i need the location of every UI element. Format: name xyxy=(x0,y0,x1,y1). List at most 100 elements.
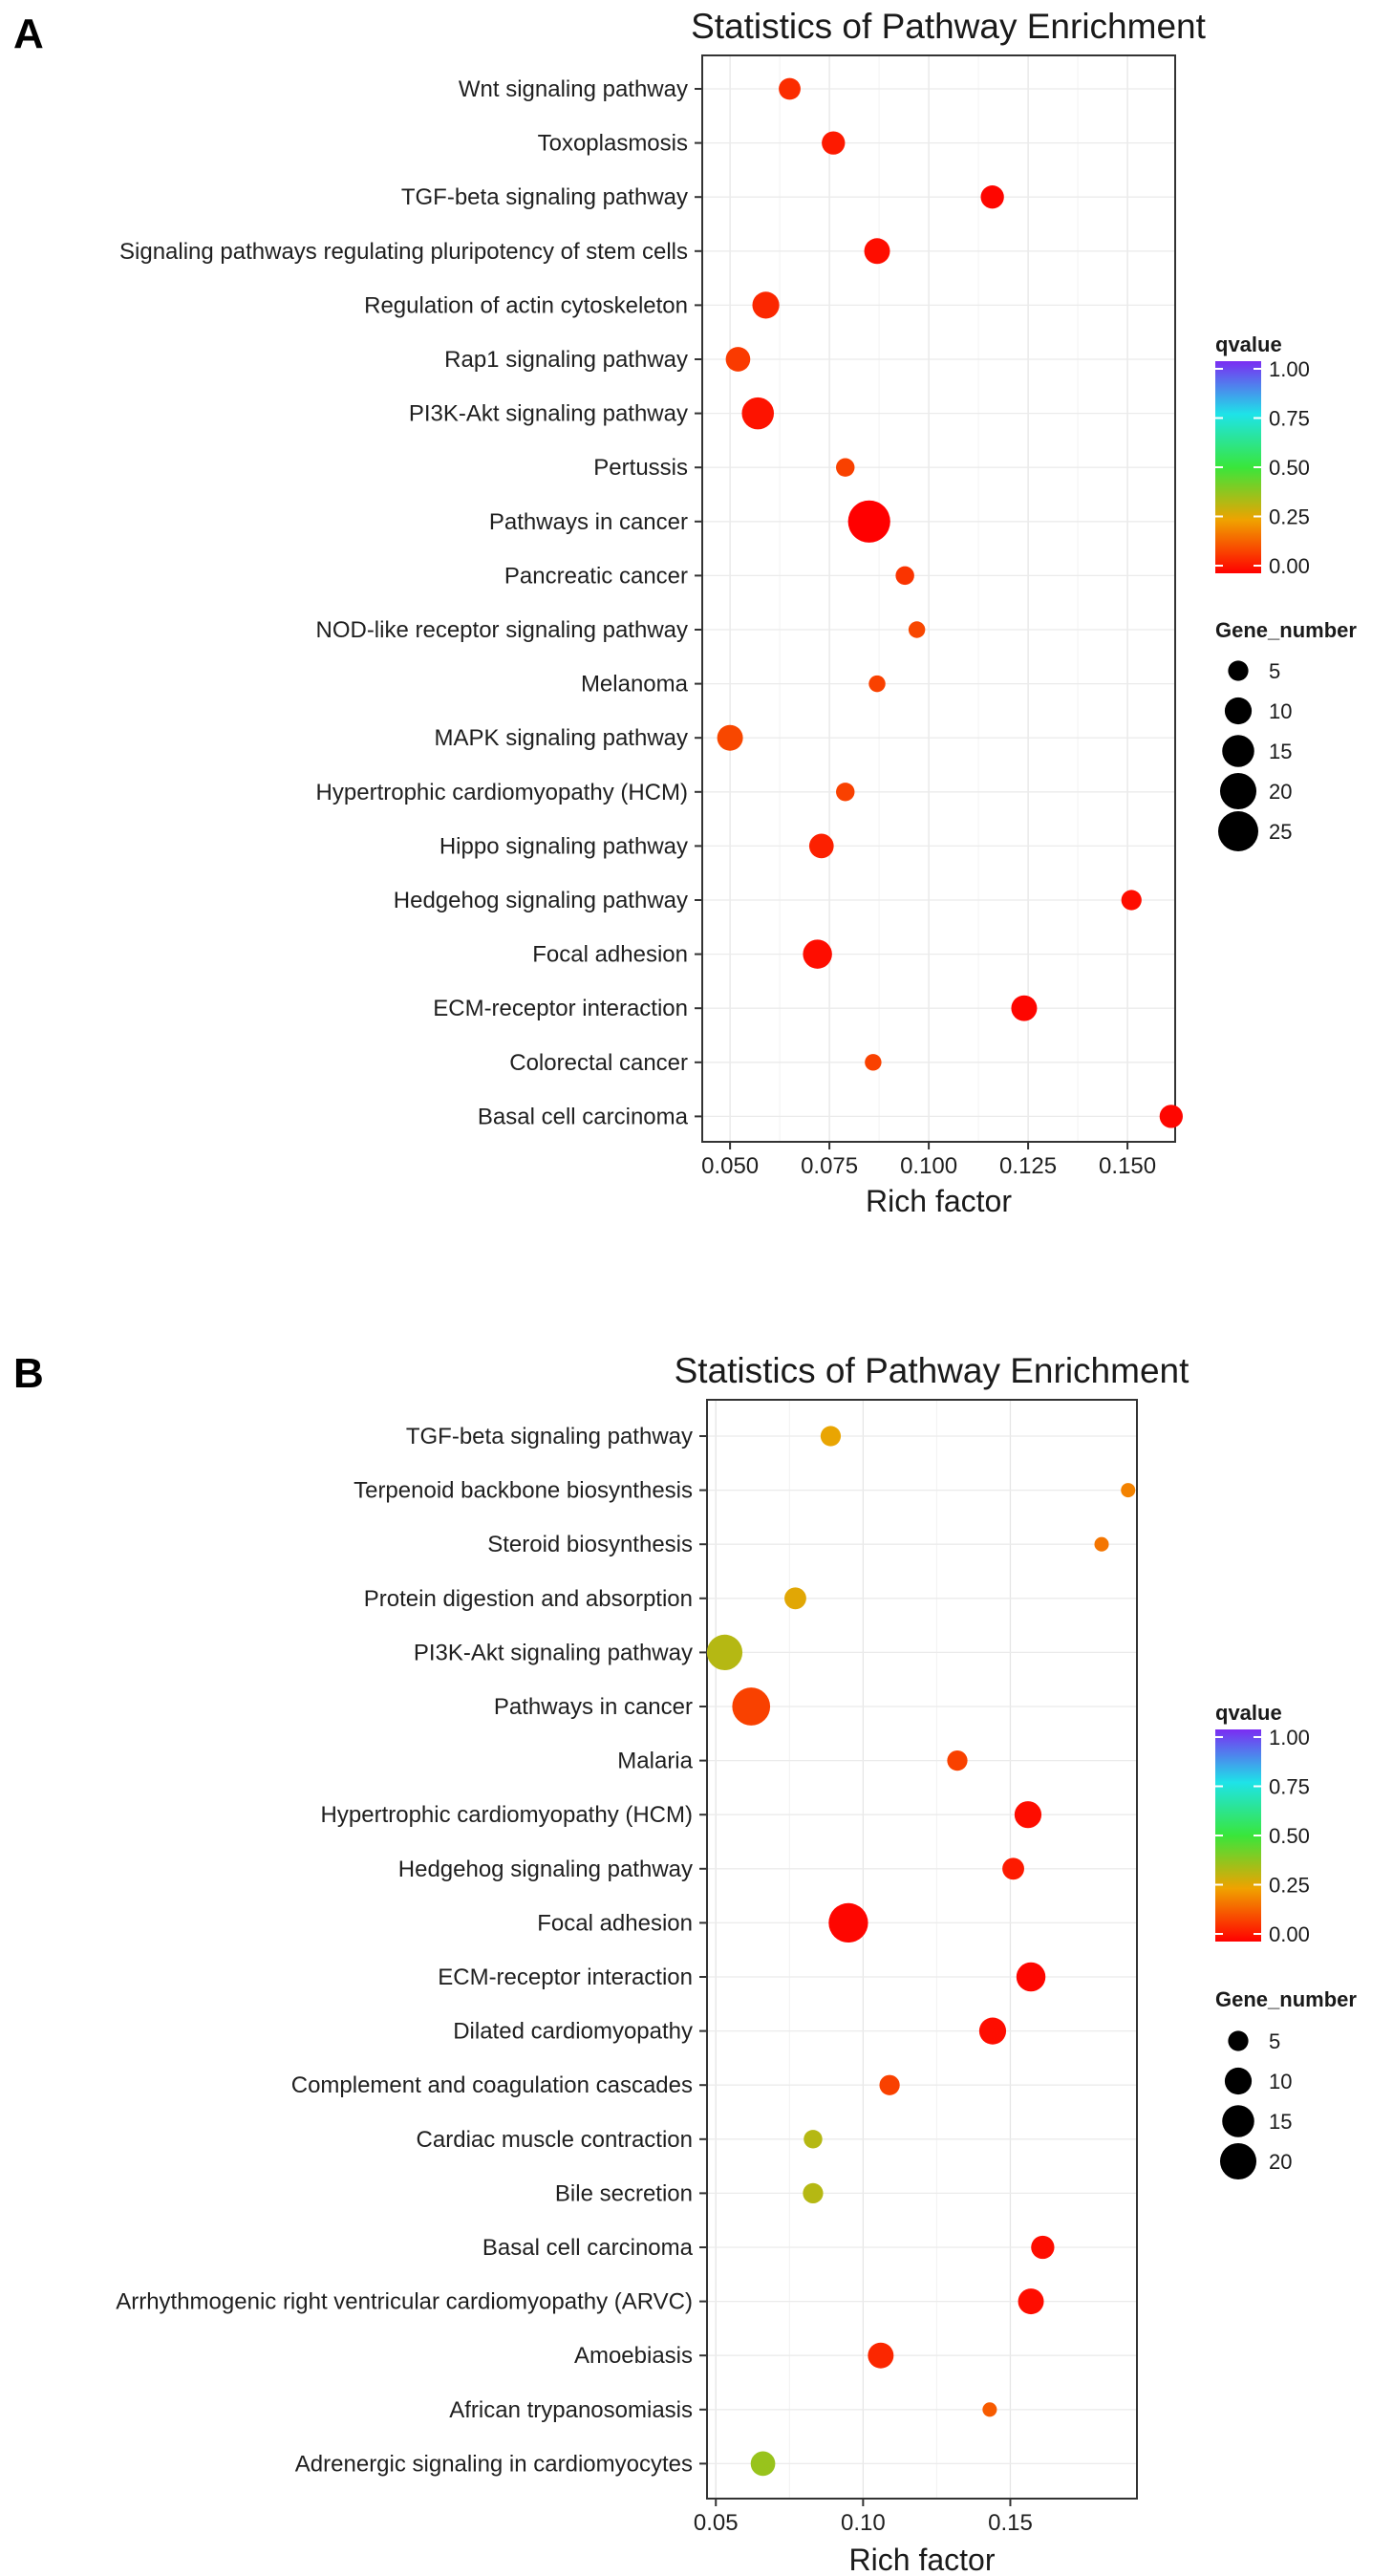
size-legend-key xyxy=(1228,660,1249,681)
size-legend-key xyxy=(1219,2142,1257,2180)
chart-title: Statistics of Pathway Enrichment xyxy=(691,7,1206,46)
data-point xyxy=(1014,1801,1042,1829)
data-point xyxy=(1031,2235,1055,2260)
size-legend-label: 25 xyxy=(1269,820,1292,844)
size-legend-key xyxy=(1224,2067,1253,2095)
data-point xyxy=(706,1634,743,1671)
category-label: Melanoma xyxy=(581,672,689,698)
category-label: Basal cell carcinoma xyxy=(482,2235,694,2261)
category-label: Pathways in cancer xyxy=(494,1694,693,1720)
data-point xyxy=(1018,2288,1044,2315)
colorbar-tick-label: 1.00 xyxy=(1269,357,1310,381)
data-point xyxy=(1002,1857,1024,1880)
category-label: Terpenoid backbone biosynthesis xyxy=(354,1478,693,1504)
size-legend-label: 20 xyxy=(1269,780,1292,804)
data-point xyxy=(980,185,1004,209)
category-label: Malaria xyxy=(617,1749,693,1774)
category-label: NOD-like receptor signaling pathway xyxy=(315,617,688,643)
data-point xyxy=(804,2130,823,2149)
category-label: TGF-beta signaling pathway xyxy=(406,1424,693,1449)
data-point xyxy=(1011,995,1038,1021)
category-label: Complement and coagulation cascades xyxy=(291,2072,693,2098)
data-point xyxy=(784,1587,806,1610)
data-point xyxy=(847,500,890,543)
data-point xyxy=(803,939,832,969)
colorbar-tick-label: 0.50 xyxy=(1269,456,1310,480)
size-legend-key xyxy=(1228,2030,1249,2051)
data-point xyxy=(982,2402,997,2417)
data-point xyxy=(717,724,743,751)
data-point xyxy=(864,238,890,265)
size-legend-label: 15 xyxy=(1269,2110,1292,2134)
category-label: Arrhythmogenic right ventricular cardiom… xyxy=(116,2289,693,2315)
category-label: Hedgehog signaling pathway xyxy=(394,888,688,913)
category-label: Wnt signaling pathway xyxy=(459,76,688,102)
data-point xyxy=(865,1054,882,1071)
size-legend-key xyxy=(1222,735,1254,767)
x-tick-label: 0.150 xyxy=(1099,1153,1156,1179)
data-point xyxy=(868,675,886,693)
category-label: Steroid biosynthesis xyxy=(487,1532,693,1557)
size-legend-label: 5 xyxy=(1269,2029,1280,2053)
category-label: Hippo signaling pathway xyxy=(439,833,688,859)
data-point xyxy=(836,783,855,802)
data-point xyxy=(978,2017,1007,2045)
data-point xyxy=(908,621,926,638)
x-axis-label: Rich factor xyxy=(866,1184,1012,1218)
category-label: ECM-receptor interaction xyxy=(438,1964,693,1990)
x-tick-label: 0.10 xyxy=(841,2510,886,2536)
category-label: Hypertrophic cardiomyopathy (HCM) xyxy=(321,1802,693,1828)
data-point xyxy=(732,1687,771,1726)
category-label: Signaling pathways regulating pluripoten… xyxy=(119,239,688,265)
gene-number-legend-title: Gene_number xyxy=(1215,1987,1357,2011)
colorbar-tick-label: 0.00 xyxy=(1269,1922,1310,1946)
data-point xyxy=(741,397,775,430)
gene-number-legend: Gene_number 5 10 15 20 xyxy=(1215,1987,1357,2180)
category-label: PI3K-Akt signaling pathway xyxy=(414,1640,693,1665)
category-label: Cardiac muscle contraction xyxy=(417,2127,693,2153)
qvalue-legend-title: qvalue xyxy=(1215,1701,1282,1725)
colorbar-tick-label: 0.25 xyxy=(1269,505,1310,529)
size-legend-label: 20 xyxy=(1269,2150,1292,2174)
plot-area xyxy=(702,55,1175,1142)
gene-number-legend: Gene_number 5 10 15 20 25 xyxy=(1215,618,1357,852)
category-label: Pathways in cancer xyxy=(489,509,688,535)
category-label: Basal cell carcinoma xyxy=(478,1104,689,1129)
x-tick-label: 0.15 xyxy=(988,2510,1033,2536)
data-point xyxy=(947,1750,968,1771)
size-legend-label: 5 xyxy=(1269,659,1280,683)
data-point xyxy=(822,131,846,155)
category-label: Focal adhesion xyxy=(532,942,688,968)
category-label: Amoebiasis xyxy=(574,2343,693,2369)
colorbar-tick-label: 1.00 xyxy=(1269,1726,1310,1750)
data-point xyxy=(803,2182,824,2204)
category-label: Colorectal cancer xyxy=(509,1050,688,1076)
gene-number-legend-title: Gene_number xyxy=(1215,618,1357,642)
category-label: Adrenergic signaling in cardiomyocytes xyxy=(295,2451,693,2477)
category-label: TGF-beta signaling pathway xyxy=(401,184,688,210)
data-point xyxy=(868,2342,894,2369)
data-point xyxy=(836,458,855,477)
x-tick-label: 0.050 xyxy=(701,1153,759,1179)
chart-title: Statistics of Pathway Enrichment xyxy=(675,1351,1189,1390)
data-point xyxy=(820,1426,842,1447)
category-label: Pancreatic cancer xyxy=(504,563,688,589)
size-legend-key xyxy=(1219,772,1257,810)
data-point xyxy=(1121,890,1142,911)
plot-border xyxy=(706,1399,1138,2500)
category-label: Bile secretion xyxy=(555,2180,693,2206)
category-label: Toxoplasmosis xyxy=(538,131,688,157)
data-point xyxy=(725,347,751,372)
data-point xyxy=(1121,1483,1136,1498)
data-point xyxy=(1094,1536,1109,1552)
category-label: Regulation of actin cytoskeleton xyxy=(364,292,688,318)
size-legend-label: 10 xyxy=(1269,2070,1292,2093)
data-point xyxy=(750,2451,776,2477)
data-point xyxy=(808,833,834,859)
category-label: Protein digestion and absorption xyxy=(364,1586,693,1612)
data-point xyxy=(752,291,780,319)
data-point xyxy=(1016,1962,1046,1992)
plot-border xyxy=(701,54,1176,1143)
qvalue-legend-title: qvalue xyxy=(1215,333,1282,356)
